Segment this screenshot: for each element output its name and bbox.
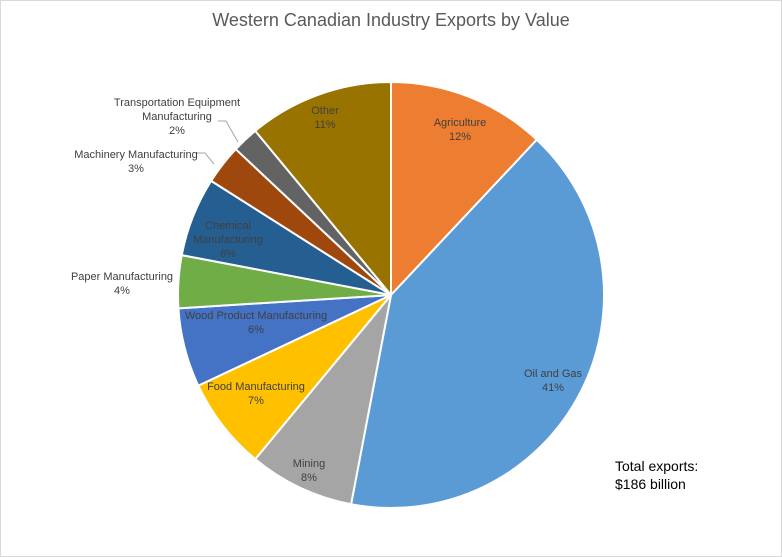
leader-lines bbox=[197, 120, 239, 165]
slice-label-transportation-equipment-manufacturing: Transportation Equipment Manufacturing 2% bbox=[114, 97, 240, 137]
total-exports-label: Total exports: bbox=[615, 458, 699, 474]
total-exports-note: Total exports: $186 billion bbox=[615, 457, 698, 493]
slice-label-food-manufacturing: Food Manufacturing 7% bbox=[207, 381, 305, 407]
total-exports-value: $186 billion bbox=[615, 476, 686, 492]
slice-label-oil-and-gas: Oil and Gas 41% bbox=[524, 368, 583, 394]
pie-slice-agriculture bbox=[390, 81, 538, 296]
slice-label-mining: Mining 8% bbox=[293, 458, 325, 484]
pie-slice-other bbox=[254, 81, 392, 296]
pie-slice-mining bbox=[254, 294, 392, 506]
slice-label-machinery-manufacturing: Machinery Manufacturing 3% bbox=[74, 149, 198, 175]
pie-slices bbox=[177, 81, 605, 509]
pie-slice-oil-and-gas bbox=[350, 138, 605, 509]
leader-line-machinery-manufacturing bbox=[197, 152, 215, 165]
slice-label-paper-manufacturing: Paper Manufacturing 4% bbox=[71, 271, 173, 297]
slice-label-agriculture: Agriculture 12% bbox=[434, 117, 487, 143]
leader-line-transportation-equipment-manufacturing bbox=[218, 120, 239, 143]
slice-label-wood-product-manufacturing: Wood Product Manufacturing 6% bbox=[185, 310, 327, 336]
slice-label-other: Other 11% bbox=[311, 105, 339, 131]
slice-label-chemical-manufacturing: Chemical Manufacturing 6% bbox=[193, 220, 263, 260]
chart-title: Western Canadian Industry Exports by Val… bbox=[212, 10, 570, 30]
slice-labels: Agriculture 12% Oil and Gas 41% Mining 8% Food… bbox=[71, 97, 583, 484]
